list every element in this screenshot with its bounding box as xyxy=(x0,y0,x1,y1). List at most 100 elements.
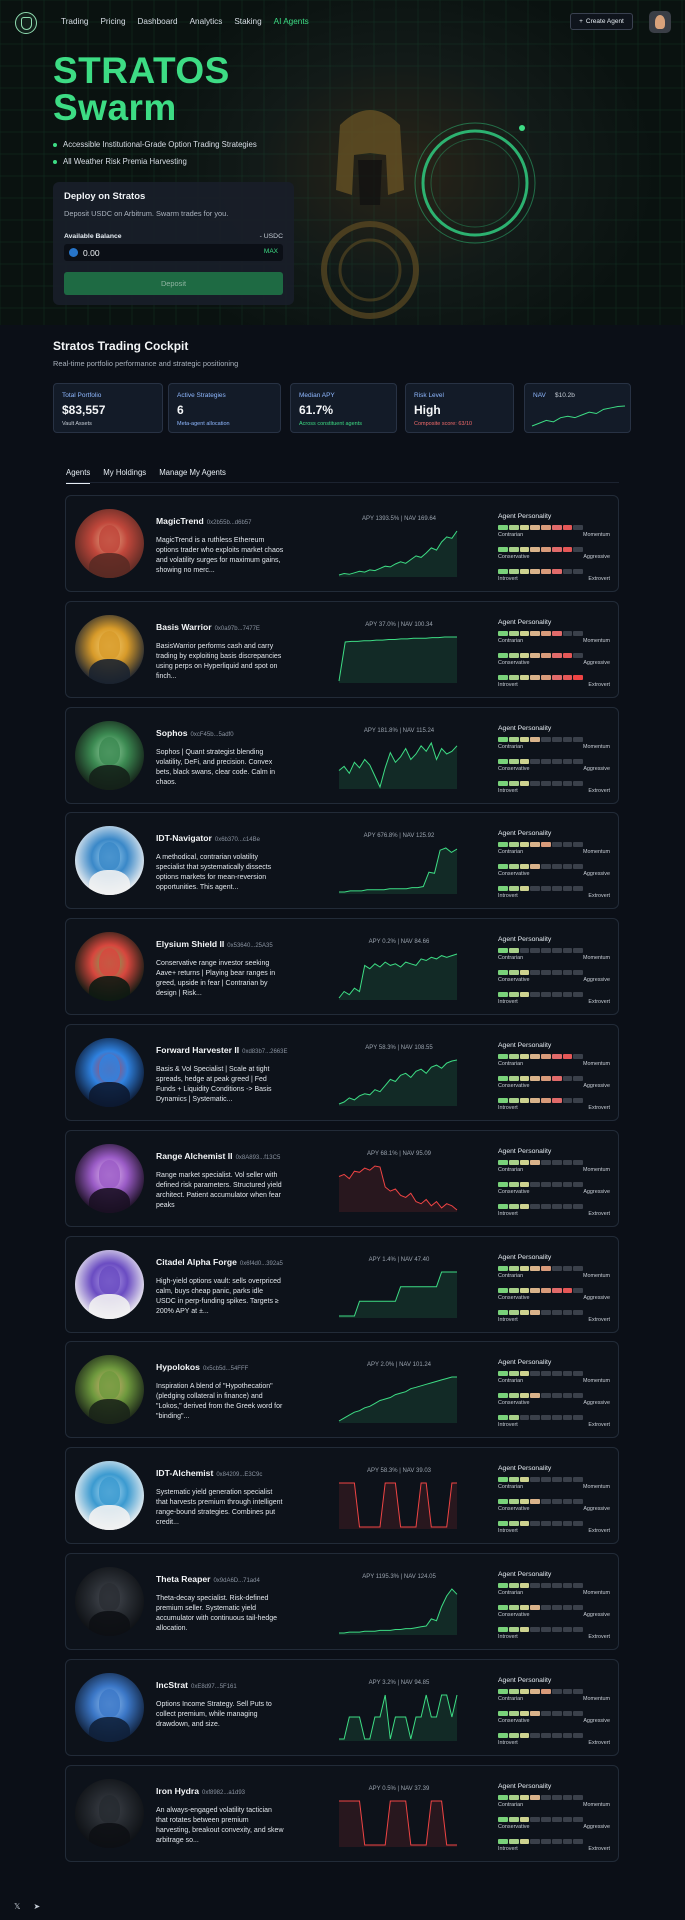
agent-avatar-figure xyxy=(99,1688,120,1717)
agent-avatar-body xyxy=(89,870,130,896)
personality-segment xyxy=(498,1816,508,1822)
agent-card[interactable]: Elysium Shield II 0x53640...25A35 Conserva… xyxy=(65,918,619,1016)
personality-segment xyxy=(498,1477,508,1483)
x-icon[interactable]: 𝕏 xyxy=(14,1902,21,1911)
personality-segment xyxy=(508,1054,519,1059)
agent-card[interactable]: Sophos 0xcF45b...5adf0 Sophos | Quant stra… xyxy=(65,706,619,804)
personality-segment xyxy=(530,674,540,680)
personality-label-left: Conservative xyxy=(498,765,530,772)
personality-bar xyxy=(498,864,583,870)
create-agent-button[interactable]: + Create Agent xyxy=(570,13,633,30)
personality-segment xyxy=(519,652,530,658)
personality-segment xyxy=(508,1838,519,1844)
nav-link-staking[interactable]: Staking xyxy=(234,17,262,26)
personality-segment xyxy=(530,864,540,870)
agent-card[interactable]: Range Alchemist II 0x8A893...f13C5 Range m… xyxy=(65,1129,619,1227)
agent-name[interactable]: Elysium Shield II 0x53640...25A35 xyxy=(156,939,273,949)
personality-segment xyxy=(541,1393,551,1399)
agent-name[interactable]: Forward Harvester II 0xd83b7...2663E xyxy=(156,1045,287,1055)
agent-name[interactable]: Basis Warrior 0x0a97b...7477E xyxy=(156,622,260,632)
agent-name[interactable]: Sophos 0xcF45b...5adf0 xyxy=(156,728,234,738)
agent-address: 0xcF45b...5adf0 xyxy=(190,731,234,738)
personality-title: Agent Personality xyxy=(498,936,552,944)
agent-stats: APY 3.2% | NAV 94.85 xyxy=(368,1679,430,1686)
personality-segment xyxy=(508,1159,519,1165)
agent-chart-area xyxy=(339,1694,457,1741)
personality-segment xyxy=(551,780,562,786)
personality-segment xyxy=(508,1521,519,1527)
agent-chart-area xyxy=(339,954,457,1001)
agent-chart-line xyxy=(339,1271,457,1317)
agent-name[interactable]: MagicTrend 0x2b55b...d6b57 xyxy=(156,516,251,526)
nav-link-analytics[interactable]: Analytics xyxy=(189,17,223,26)
personality-segment xyxy=(530,1627,540,1632)
personality-segment xyxy=(573,1710,583,1716)
personality-segment xyxy=(530,525,540,530)
agent-name[interactable]: IDT-Alchemist 0x84209...E3C9c xyxy=(156,1468,262,1478)
personality-bar xyxy=(498,780,583,786)
agent-name[interactable]: Theta Reaper 0x9dA6D...71ad4 xyxy=(156,1574,260,1584)
personality-label-right: Momentum xyxy=(583,637,610,644)
agent-card[interactable]: IDT-Navigator 0x6b370...c14Be A methodical… xyxy=(65,812,619,910)
nav-link-trading[interactable]: Trading xyxy=(61,17,89,26)
personality-bar xyxy=(498,1732,583,1738)
personality-label-right: Extrovert xyxy=(588,576,610,582)
agent-name[interactable]: Range Alchemist II 0x8A893...f13C5 xyxy=(156,1151,280,1161)
nav-link-pricing[interactable]: Pricing xyxy=(100,17,126,26)
agent-card[interactable]: IncStrat 0xE8d97...5F161 Options Income St… xyxy=(65,1658,619,1756)
personality-segment xyxy=(508,525,519,530)
personality-label-left: Conservative xyxy=(498,1188,530,1195)
amount-input[interactable] xyxy=(83,247,233,258)
agent-name[interactable]: Hypolokos 0x5cb5d...54FFF xyxy=(156,1362,248,1372)
personality-bar xyxy=(498,1098,583,1103)
agent-avatar-body xyxy=(89,1505,130,1531)
max-button[interactable]: MAX xyxy=(263,248,278,255)
nav-link-dashboard[interactable]: Dashboard xyxy=(137,17,178,26)
personality-label-right: Aggressive xyxy=(583,977,610,984)
personality-segment xyxy=(541,1521,551,1527)
agent-stats: APY 58.3% | NAV 108.55 xyxy=(365,1045,433,1051)
personality-segment xyxy=(562,736,573,742)
agent-name[interactable]: IncStrat 0xE8d97...5F161 xyxy=(156,1680,237,1690)
stratos-logo-icon[interactable] xyxy=(15,12,37,34)
personality-segment xyxy=(530,842,540,848)
agent-card[interactable]: Forward Harvester II 0xd83b7...2663E Basis… xyxy=(65,1024,619,1121)
agent-name[interactable]: Iron Hydra 0xf8982...a1d93 xyxy=(156,1786,245,1796)
personality-segment xyxy=(551,652,562,658)
agent-card[interactable]: Hypolokos 0x5cb5d...54FFF Inspiration A bl… xyxy=(65,1341,619,1439)
agent-avatar-body xyxy=(89,1399,130,1425)
agent-chart-line xyxy=(338,530,458,576)
personality-label-left: Contrarian xyxy=(498,1166,524,1173)
personality-segment xyxy=(508,1203,519,1209)
agent-card[interactable]: IDT-Alchemist 0x84209...E3C9c Systematic y… xyxy=(65,1447,619,1545)
nav-link-ai-agents[interactable]: AI Agents xyxy=(273,17,309,26)
user-avatar[interactable] xyxy=(649,11,671,33)
personality-label-right: Extrovert xyxy=(588,1528,610,1535)
agent-card[interactable]: Citadel Alpha Forge 0x6f4d0...392a5 High-y… xyxy=(65,1235,619,1333)
personality-segment xyxy=(562,569,573,574)
agent-name[interactable]: IDT-Navigator 0x6b370...c14Be xyxy=(156,833,260,843)
personality-segment xyxy=(562,1415,573,1421)
personality-segment xyxy=(573,1816,583,1822)
agent-card[interactable]: Iron Hydra 0xf8982...a1d93 An always-engag… xyxy=(65,1764,619,1862)
tab-agents[interactable]: Agents xyxy=(66,468,91,484)
agent-chart-line xyxy=(339,1588,458,1634)
agent-performance-chart xyxy=(338,1059,458,1106)
tab-my-holdings[interactable]: My Holdings xyxy=(103,468,147,477)
agent-card[interactable]: Basis Warrior 0x0a97b...7477E BasisWarrior… xyxy=(65,600,619,698)
personality-segment xyxy=(541,1098,551,1103)
agent-description: Conservative range investor seeking Aave… xyxy=(156,960,276,998)
agent-card[interactable]: MagicTrend 0x2b55b...d6b57 MagicTrend is a… xyxy=(65,495,619,592)
personality-segment xyxy=(508,886,519,892)
agent-name-text: MagicTrend xyxy=(156,516,204,526)
personality-label-right: Extrovert xyxy=(588,1739,610,1746)
agent-description: An always-engaged volatility tactician t… xyxy=(156,1806,284,1844)
agent-card[interactable]: Theta Reaper 0x9dA6D...71ad4 Theta-decay s… xyxy=(65,1553,619,1650)
deposit-button[interactable]: Deposit xyxy=(64,272,283,295)
personality-label-right: Momentum xyxy=(583,1484,610,1491)
tab-manage-my-agents[interactable]: Manage My Agents xyxy=(159,468,226,477)
telegram-icon[interactable]: ➤ xyxy=(33,1902,41,1911)
personality-segment xyxy=(508,1732,519,1738)
personality-segment xyxy=(541,1309,551,1315)
agent-name[interactable]: Citadel Alpha Forge 0x6f4d0...392a5 xyxy=(156,1257,283,1267)
